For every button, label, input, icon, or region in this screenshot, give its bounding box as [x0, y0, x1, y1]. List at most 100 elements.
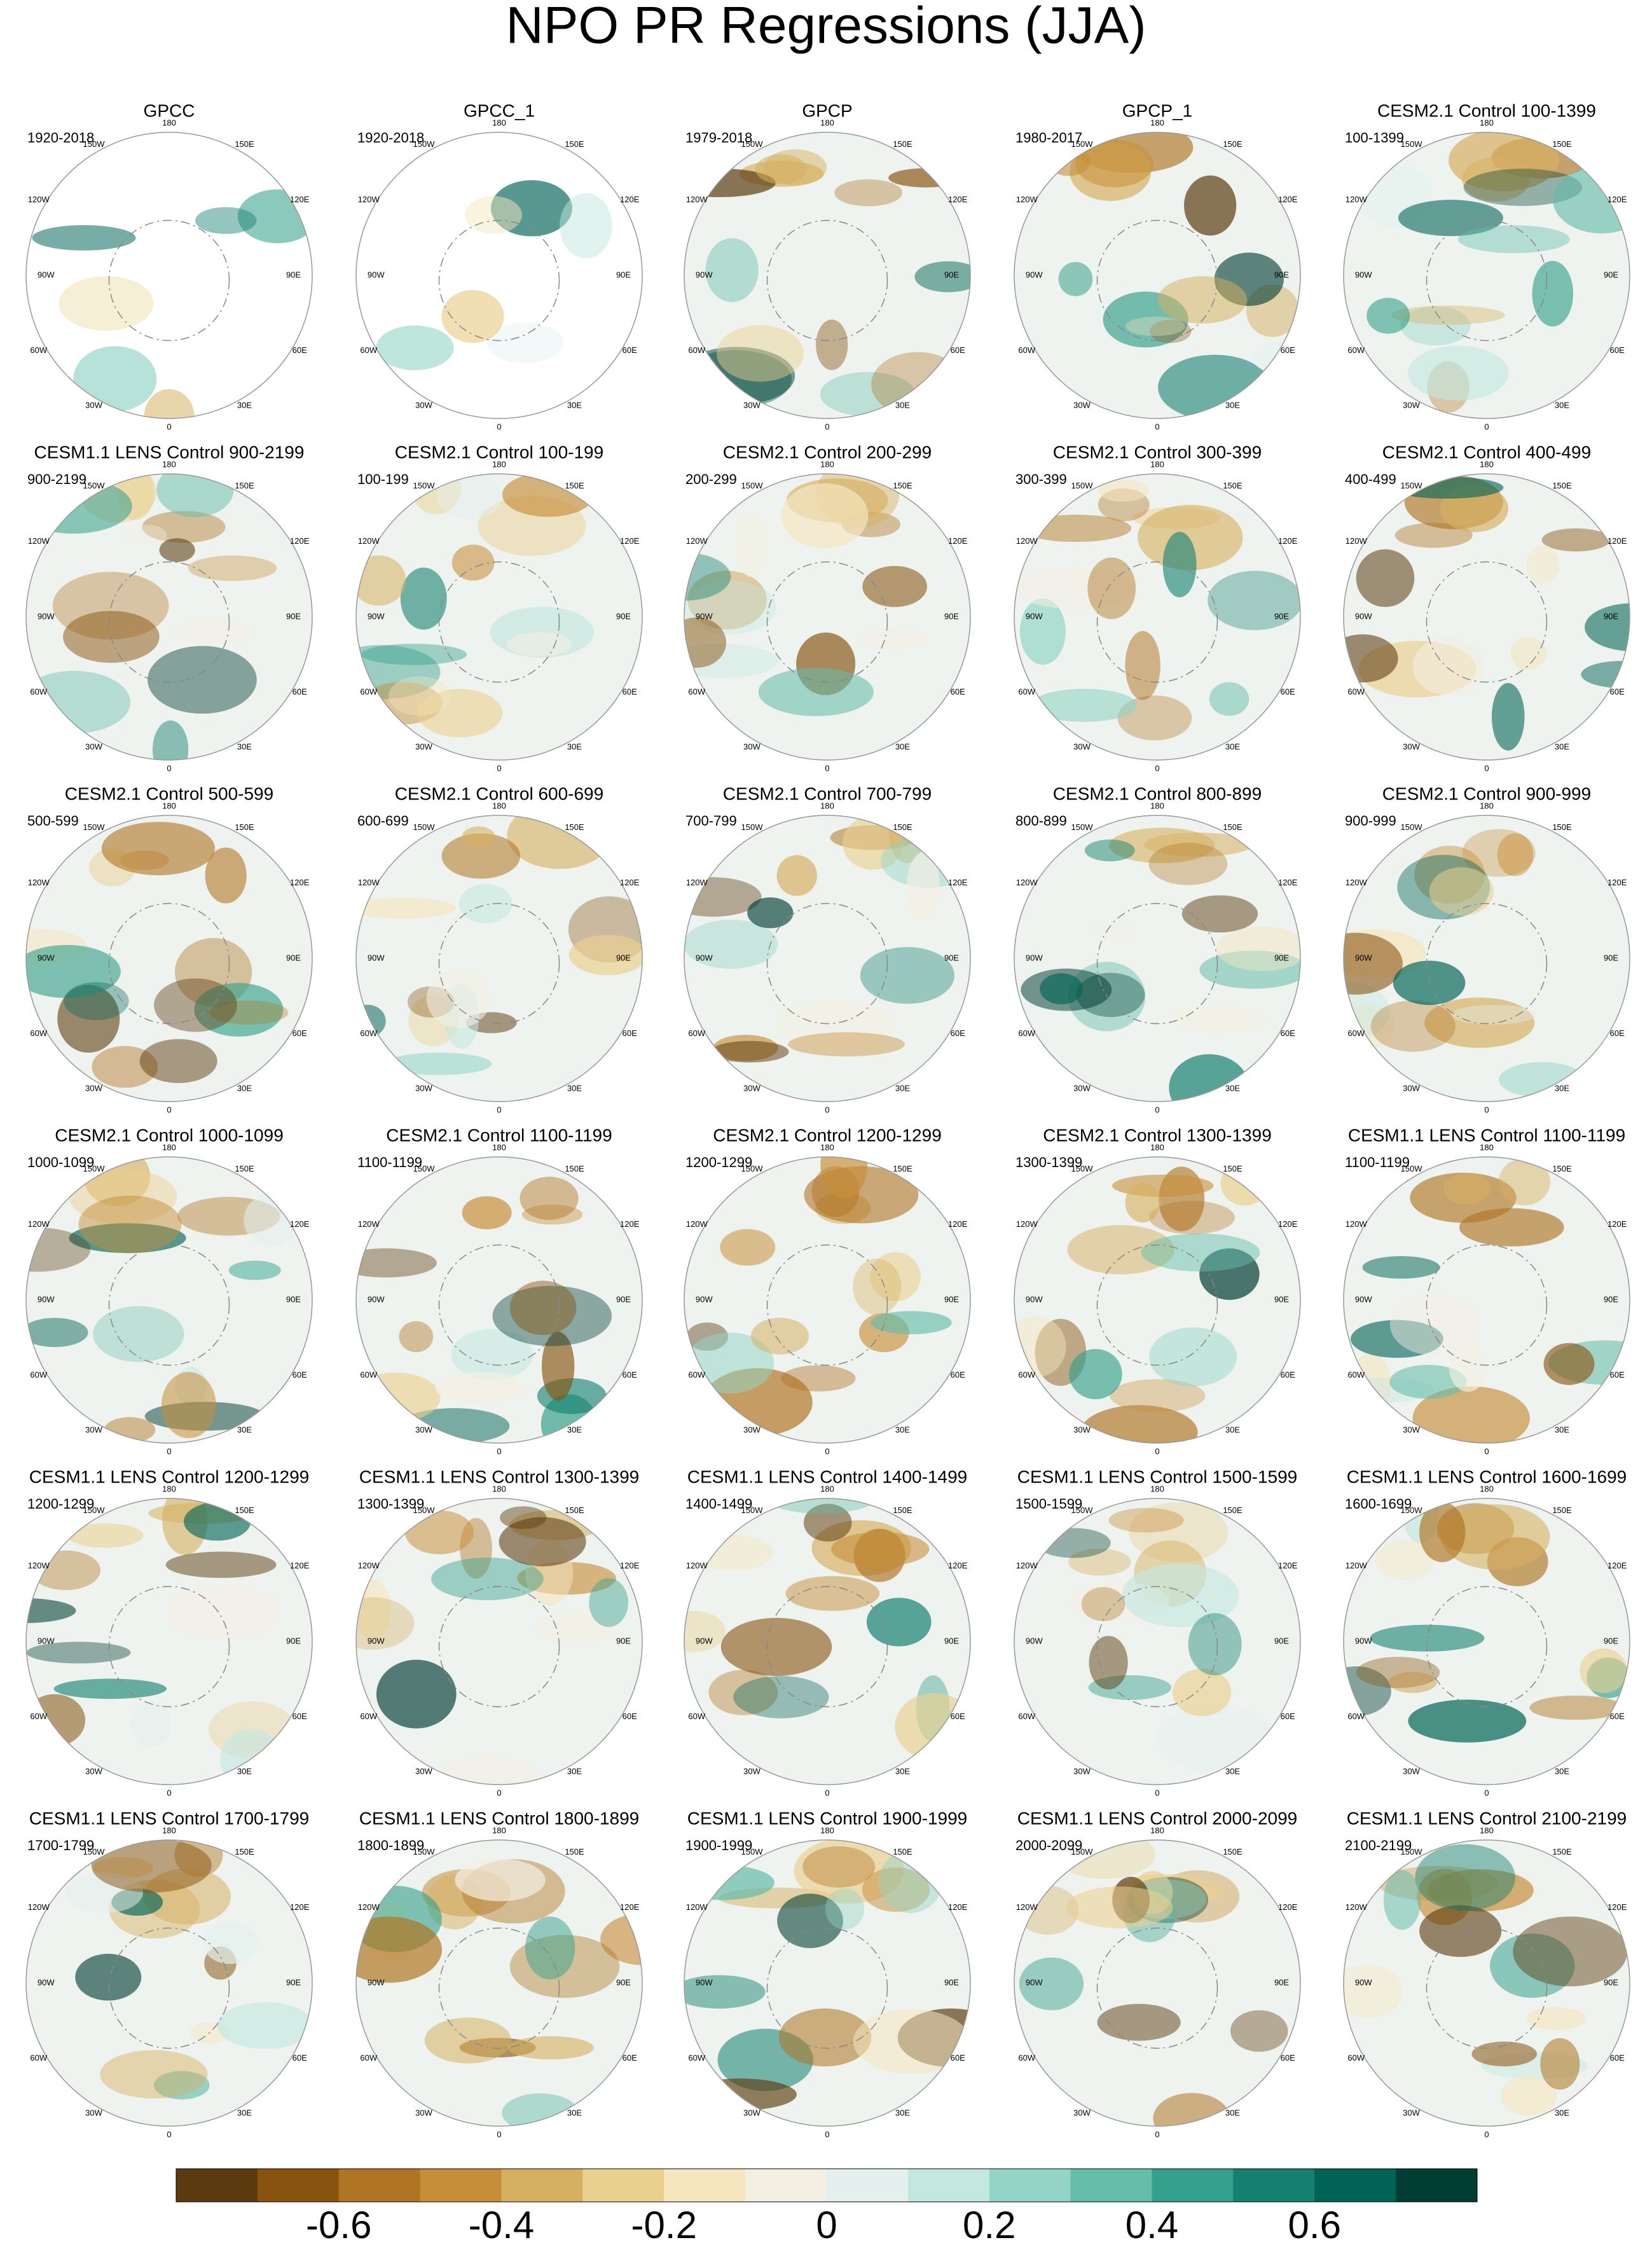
- lon-label: 90W: [1026, 953, 1043, 962]
- panel-title: CESM2.1 Control 100-1399: [1377, 100, 1596, 120]
- colorbar-box: [989, 2169, 1071, 2202]
- lon-label: 30W: [1073, 742, 1091, 752]
- colorbar-tick-label: 0.4: [1125, 2204, 1178, 2246]
- lon-label: 90E: [616, 1294, 631, 1304]
- map-border: [684, 815, 971, 1102]
- map-border: [355, 1156, 643, 1444]
- lon-label: 0: [1155, 422, 1159, 431]
- lon-label: 150E: [1223, 481, 1242, 490]
- map-border: [25, 1498, 313, 1785]
- panel-title: CESM1.1 LENS Control 1100-1199: [1348, 1125, 1625, 1145]
- lon-label: 120E: [1607, 1561, 1627, 1570]
- lon-label: 150W: [83, 1164, 106, 1173]
- lon-label: 60W: [30, 1711, 47, 1721]
- lon-label: 120E: [620, 1561, 640, 1570]
- lon-label: 90W: [368, 1294, 385, 1304]
- lon-label: 60E: [1281, 345, 1295, 355]
- lon-label: 30W: [743, 2108, 761, 2118]
- panel-period: 1900-1999: [685, 1837, 752, 1853]
- lon-label: 60E: [1281, 1028, 1295, 1038]
- lon-label: 60E: [623, 1028, 637, 1038]
- lon-label: 150E: [235, 1164, 254, 1173]
- lon-label: 90W: [696, 1294, 713, 1304]
- lon-label: 90E: [1274, 1294, 1289, 1304]
- panel-title: CESM1.1 LENS Control 1200-1299: [29, 1467, 309, 1486]
- lon-label: 180: [492, 118, 506, 127]
- lon-label: 180: [820, 1142, 834, 1152]
- lon-label: 120W: [1016, 1902, 1038, 1912]
- lon-label: 90W: [1026, 1294, 1043, 1304]
- lon-label: 150E: [893, 1164, 912, 1173]
- lon-label: 120W: [358, 1902, 380, 1912]
- map-border: [25, 815, 313, 1102]
- lon-label: 60E: [293, 687, 307, 696]
- lon-label: 60W: [1347, 1711, 1365, 1721]
- lon-label: 120E: [1607, 1902, 1627, 1912]
- panel-period: 1300-1399: [1015, 1154, 1082, 1170]
- panel-title: CESM1.1 LENS Control 1800-1899: [359, 1808, 639, 1828]
- panel-period: 1980-2017: [1015, 130, 1082, 146]
- lon-label: 60W: [360, 1711, 377, 1721]
- lon-label: 60E: [1610, 1711, 1625, 1721]
- lon-label: 150W: [413, 1505, 436, 1515]
- lon-label: 60W: [1018, 687, 1035, 696]
- lon-label: 30E: [895, 401, 910, 410]
- lon-label: 60E: [951, 1028, 965, 1038]
- lon-label: 60W: [1347, 1028, 1365, 1038]
- lon-label: 30E: [1555, 1425, 1569, 1435]
- lon-label: 60W: [30, 1370, 47, 1379]
- lon-label: 30E: [1555, 401, 1569, 410]
- lon-label: 150E: [565, 1505, 584, 1515]
- lon-label: 30W: [1403, 1084, 1420, 1093]
- lon-label: 150E: [565, 139, 584, 149]
- panel-period: 900-2199: [27, 471, 86, 487]
- panel-title: CESM1.1 LENS Control 2100-2199: [1347, 1808, 1627, 1828]
- map-border: [684, 132, 971, 419]
- map-field: [1014, 132, 1300, 418]
- lon-label: 90E: [1604, 1294, 1618, 1304]
- map-border: [25, 473, 313, 761]
- lon-label: 120E: [290, 195, 310, 204]
- map-field: [356, 132, 642, 418]
- lon-label: 30E: [237, 401, 252, 410]
- panel-title: CESM1.1 LENS Control 1600-1699: [1347, 1467, 1627, 1486]
- lon-label: 120W: [686, 536, 708, 546]
- lon-label: 90W: [696, 953, 713, 962]
- lon-label: 150E: [565, 481, 584, 490]
- panel-title: CESM1.1 LENS Control 1400-1499: [687, 1467, 967, 1486]
- lon-label: 30E: [1555, 2108, 1569, 2118]
- lon-label: 60E: [951, 687, 965, 696]
- map-field: [1014, 474, 1300, 760]
- panel-period: 300-399: [1015, 471, 1067, 487]
- lon-label: 0: [167, 1105, 171, 1114]
- lon-label: 0: [497, 763, 501, 773]
- lon-label: 0: [497, 1105, 501, 1114]
- map-field: [1344, 815, 1630, 1102]
- map-panel: CESM1.1 LENS Control 1500-15991500-15991…: [1014, 1467, 1301, 1797]
- lon-label: 30E: [567, 1084, 582, 1093]
- lon-label: 90W: [1355, 953, 1372, 962]
- lon-label: 90W: [1026, 270, 1043, 279]
- lon-label: 90E: [616, 611, 631, 621]
- lon-label: 120W: [358, 536, 380, 546]
- lon-label: 150W: [83, 139, 106, 149]
- lon-label: 180: [820, 459, 834, 469]
- map-field: [1014, 1157, 1300, 1443]
- lon-label: 30E: [237, 1767, 252, 1776]
- map-field: [356, 815, 642, 1102]
- panel-title: CESM2.1 Control 400-499: [1382, 442, 1591, 462]
- map-panel: CESM2.1 Control 900-999 900-999 180 150E 120…: [1343, 784, 1630, 1114]
- map-border: [1014, 132, 1301, 419]
- panel-title: CESM1.1 LENS Control 1300-1399: [359, 1467, 639, 1486]
- map-border: [1014, 1156, 1301, 1444]
- lon-label: 120E: [1278, 878, 1298, 887]
- lon-label: 120W: [28, 195, 50, 204]
- lon-label: 90E: [286, 953, 301, 962]
- lon-label: 150E: [1552, 1505, 1572, 1515]
- lon-label: 90W: [38, 270, 55, 279]
- lon-label: 90E: [616, 1977, 631, 1987]
- lon-label: 30E: [567, 742, 582, 752]
- lon-label: 90W: [38, 611, 55, 621]
- lon-label: 30E: [1225, 2108, 1240, 2118]
